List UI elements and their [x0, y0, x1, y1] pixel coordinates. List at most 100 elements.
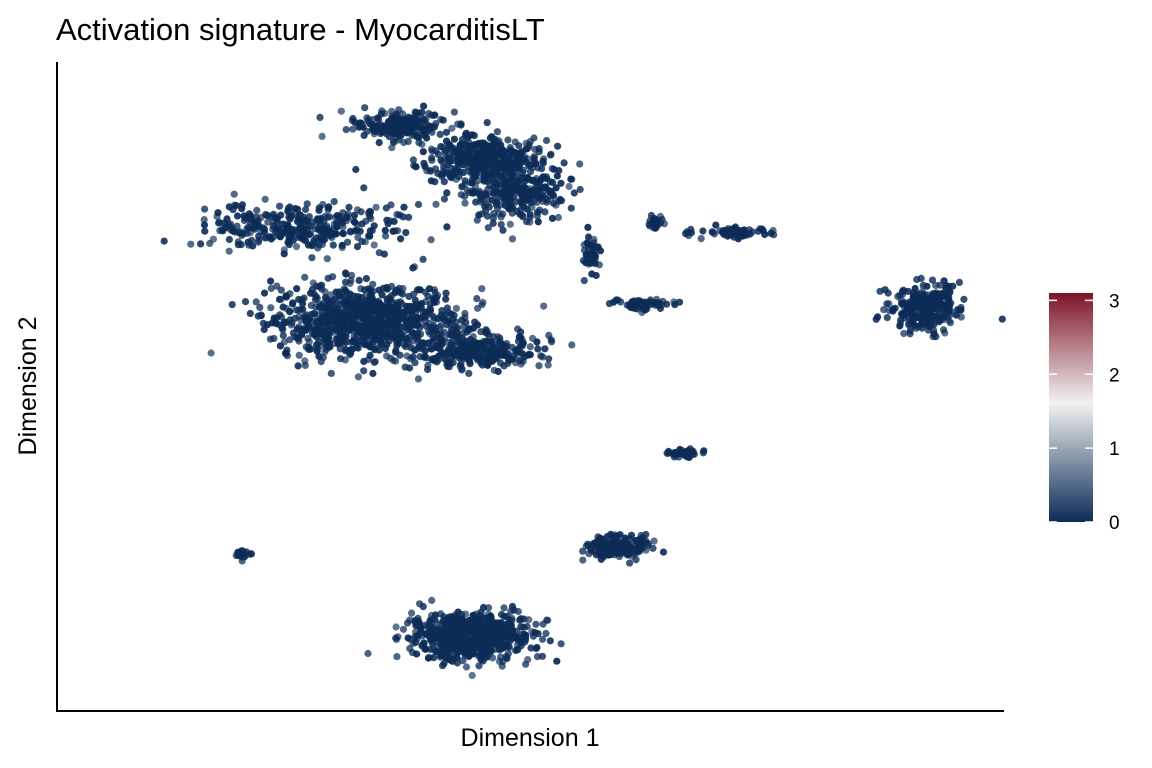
- data-point: [288, 300, 297, 308]
- data-point: [440, 659, 448, 668]
- data-point: [960, 295, 968, 303]
- data-point: [447, 310, 455, 318]
- data-point: [358, 122, 366, 130]
- data-point: [239, 229, 247, 238]
- data-point: [420, 102, 428, 110]
- data-point: [357, 285, 365, 293]
- data-point: [943, 313, 951, 321]
- data-point: [392, 634, 400, 642]
- data-point: [917, 274, 925, 282]
- data-point: [474, 652, 482, 660]
- data-point: [453, 648, 461, 657]
- data-point: [427, 177, 435, 185]
- data-point: [488, 620, 496, 628]
- data-point: [410, 263, 418, 271]
- data-point: [338, 219, 346, 227]
- data-point: [494, 181, 502, 189]
- data-point: [482, 326, 490, 334]
- data-point: [252, 213, 260, 221]
- data-point: [896, 322, 904, 330]
- data-point: [457, 360, 465, 368]
- data-point: [540, 155, 548, 163]
- data-point: [215, 218, 223, 226]
- data-point: [911, 284, 919, 293]
- data-point: [408, 124, 416, 132]
- data-point: [477, 626, 485, 634]
- data-point: [454, 628, 462, 636]
- data-point: [255, 236, 263, 244]
- data-point: [712, 221, 720, 229]
- data-point: [452, 622, 460, 630]
- data-point: [489, 219, 497, 227]
- data-point: [505, 356, 513, 364]
- data-point: [393, 210, 401, 219]
- data-point: [431, 165, 440, 173]
- data-point: [295, 312, 303, 320]
- data-point: [540, 302, 548, 310]
- data-point: [919, 319, 927, 328]
- data-point: [444, 640, 452, 649]
- data-point: [488, 169, 496, 177]
- data-point: [511, 347, 519, 355]
- data-point: [374, 114, 382, 122]
- data-point: [496, 344, 504, 352]
- data-point: [375, 309, 383, 317]
- data-point: [310, 309, 318, 317]
- data-point: [424, 361, 432, 370]
- data-point: [406, 635, 414, 643]
- data-point: [496, 338, 504, 346]
- data-point: [540, 184, 548, 192]
- data-point: [484, 224, 492, 232]
- data-point: [436, 653, 444, 661]
- colorbar-tick-label: 2: [1109, 365, 1120, 386]
- data-point: [452, 333, 460, 341]
- data-point: [414, 117, 422, 125]
- data-point: [432, 120, 440, 128]
- data-point: [443, 634, 451, 642]
- data-point: [594, 243, 603, 251]
- data-point: [469, 611, 477, 620]
- data-point: [323, 230, 331, 238]
- data-point: [368, 319, 376, 327]
- data-point: [337, 323, 345, 331]
- data-point: [345, 305, 353, 313]
- data-point: [267, 284, 275, 292]
- data-point: [225, 235, 233, 244]
- data-point: [342, 126, 350, 134]
- data-point: [936, 316, 944, 324]
- data-point: [403, 619, 412, 627]
- data-point: [416, 344, 424, 352]
- data-point: [542, 629, 550, 638]
- data-point: [257, 311, 265, 319]
- data-point: [304, 241, 312, 249]
- data-point: [761, 230, 769, 239]
- data-point: [627, 531, 636, 539]
- data-point: [405, 292, 413, 300]
- data-point: [437, 640, 445, 648]
- data-point: [484, 610, 492, 618]
- data-point: [465, 651, 474, 659]
- data-point: [448, 124, 456, 132]
- data-point: [321, 333, 329, 341]
- data-point: [945, 297, 953, 305]
- data-point: [932, 333, 940, 341]
- data-point: [369, 369, 377, 378]
- data-point: [416, 300, 425, 309]
- data-point: [382, 232, 390, 240]
- data-point: [474, 304, 482, 312]
- data-point: [524, 155, 532, 163]
- data-point: [200, 221, 209, 229]
- data-point: [472, 198, 480, 206]
- data-point: [354, 344, 362, 352]
- data-point: [690, 450, 698, 458]
- data-point: [497, 158, 505, 166]
- data-point: [424, 292, 432, 300]
- data-point: [321, 348, 329, 356]
- data-point: [475, 662, 483, 670]
- data-point: [411, 296, 419, 304]
- data-point: [480, 350, 488, 358]
- data-point: [546, 637, 554, 645]
- data-point: [576, 160, 584, 168]
- data-point: [274, 225, 282, 233]
- data-point: [494, 333, 502, 341]
